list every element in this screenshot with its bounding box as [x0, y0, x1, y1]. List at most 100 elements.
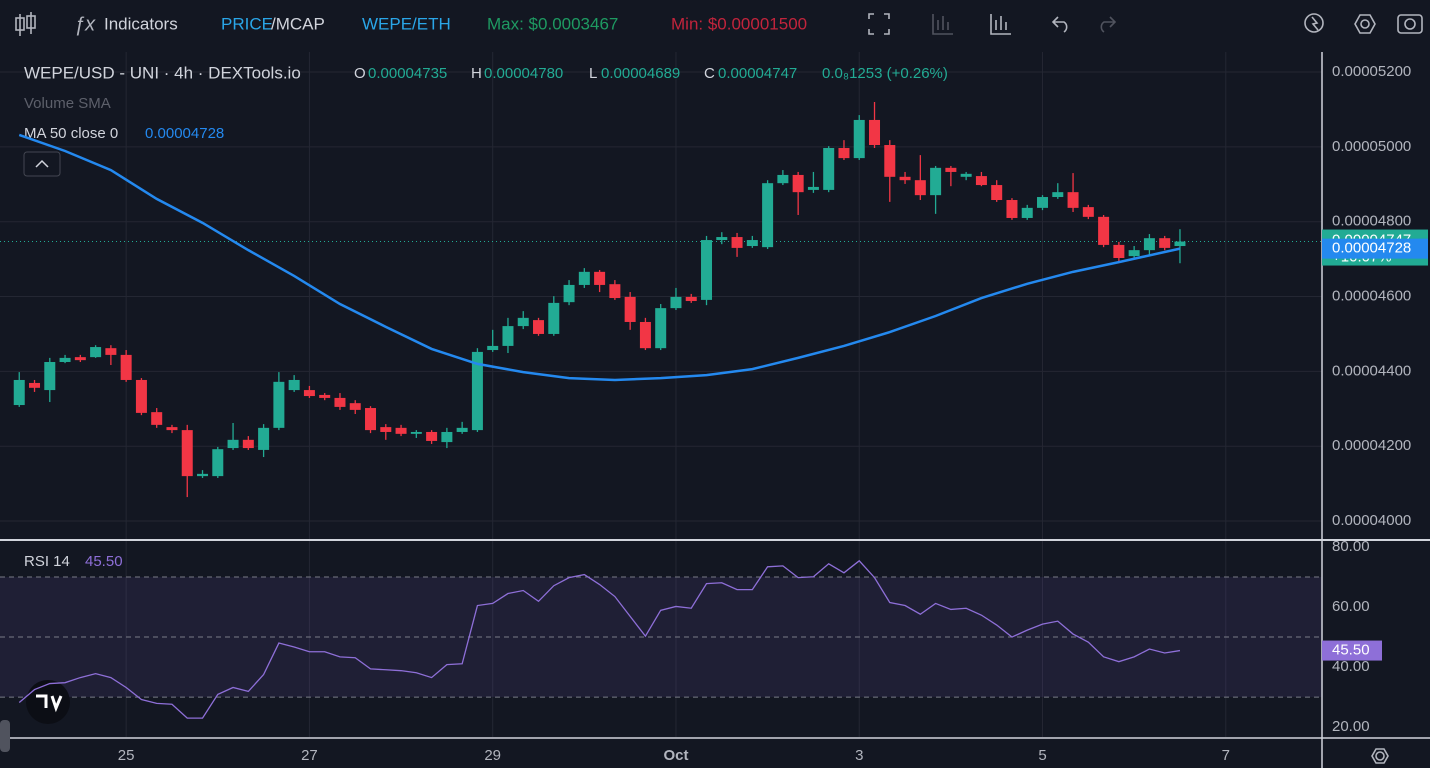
y-tick-label: 60.00	[1332, 598, 1370, 615]
ohlc-label: L	[589, 65, 597, 82]
candle-body	[319, 394, 331, 398]
candle-body	[1159, 238, 1171, 248]
y-tick-label: 20.00	[1332, 718, 1370, 735]
x-tick-label: 5	[1038, 747, 1046, 764]
candle-body	[991, 185, 1003, 201]
ma-line	[18, 133, 1181, 382]
candle-body	[655, 308, 667, 349]
candle-body	[930, 167, 942, 196]
candle-body	[945, 167, 957, 172]
ohlc-value: 0.00004735	[368, 65, 447, 82]
candle-body	[899, 176, 911, 181]
ohlc-value: 0.00004747	[718, 65, 797, 82]
candle-body	[792, 174, 804, 193]
rsi-line	[18, 559, 1181, 719]
collapse-button[interactable]	[23, 151, 61, 177]
candle-body	[1067, 192, 1079, 208]
candle-body	[1037, 197, 1049, 208]
candle-body	[166, 427, 178, 431]
pair-toggle[interactable]: WEPE/ETH	[362, 14, 451, 33]
candle-body	[762, 183, 774, 248]
candle-body	[701, 240, 713, 300]
candle-body	[502, 326, 514, 346]
indicators-button[interactable]: Indicators	[104, 14, 178, 33]
x-tick-label: 25	[118, 747, 135, 764]
change-label: 0.0₈1253 (+0.26%)	[822, 65, 948, 82]
y-tick-label: 40.00	[1332, 658, 1370, 675]
max-label: Max: $0.0003467	[487, 14, 618, 33]
rsi-tag-label: 45.50	[1332, 642, 1370, 659]
candle-body	[1128, 250, 1140, 257]
study-label: Volume SMA	[24, 95, 111, 112]
candle-body	[823, 148, 835, 190]
redo-button[interactable]	[1100, 16, 1117, 33]
candle-body	[273, 381, 285, 428]
candle-body	[807, 186, 819, 190]
candle-body	[670, 296, 682, 309]
chart-type-button[interactable]	[15, 12, 36, 36]
logo	[26, 680, 70, 724]
candle-body	[975, 176, 987, 186]
candle-body	[716, 237, 728, 241]
candle-body	[1174, 241, 1186, 247]
rsi-value: 45.50	[85, 553, 123, 570]
x-tick-label: 3	[855, 747, 863, 764]
candle-body	[90, 347, 102, 358]
candle-body	[288, 379, 300, 391]
candle-body	[578, 271, 590, 285]
ma-price-label: 0.00004728	[1332, 240, 1411, 257]
fullscreen-button[interactable]	[868, 13, 890, 35]
y-tick-label: 0.00005000	[1332, 138, 1411, 155]
fx-icon[interactable]: ƒx	[74, 13, 96, 35]
compare-button[interactable]	[932, 14, 953, 35]
candle-body	[334, 397, 346, 407]
candle-body	[13, 379, 25, 406]
candle-body	[410, 431, 422, 434]
candle-body	[1082, 207, 1094, 217]
candle-body	[487, 345, 499, 351]
candle-body	[1052, 192, 1064, 198]
settings-button[interactable]	[1354, 14, 1376, 34]
candle-body	[227, 439, 239, 449]
candle-body	[1006, 200, 1018, 218]
toolbar: ƒx Indicators PRICE /MCAP WEPE/ETH Max: …	[15, 12, 1423, 36]
candle-body	[548, 302, 560, 334]
mcap-toggle[interactable]: /MCAP	[271, 14, 325, 33]
candle-body	[212, 449, 224, 477]
snapshot-button[interactable]	[1397, 14, 1423, 34]
scroll-handle[interactable]	[0, 720, 10, 752]
candle-body	[1098, 216, 1110, 245]
bars-button[interactable]	[990, 14, 1011, 35]
candle-body	[869, 119, 881, 146]
candle-body	[59, 357, 71, 363]
y-tick-label: 0.00004400	[1332, 362, 1411, 379]
y-tick-label: 0.00004600	[1332, 288, 1411, 305]
candle-body	[1143, 238, 1155, 251]
undo-button[interactable]	[1051, 16, 1068, 33]
candle-body	[1113, 244, 1125, 259]
x-tick-label: 7	[1222, 747, 1230, 764]
candle-body	[349, 403, 361, 410]
y-tick-label: 0.00004800	[1332, 213, 1411, 230]
candle-body	[181, 430, 193, 477]
candle-body	[609, 284, 621, 299]
candle-body	[914, 180, 926, 196]
candle-body	[197, 473, 209, 477]
candle-body	[884, 145, 896, 177]
candle-body	[120, 354, 132, 380]
candle-body	[594, 271, 606, 285]
candle-body	[777, 174, 789, 184]
axis-settings-button[interactable]	[1371, 748, 1389, 764]
candle-body	[151, 412, 163, 425]
candle-body	[533, 320, 545, 334]
y-tick-label: 0.00005200	[1332, 63, 1411, 80]
price-toggle[interactable]: PRICE	[221, 14, 273, 33]
candle-body	[242, 439, 254, 449]
alert-button[interactable]	[1304, 13, 1324, 33]
candle-body	[365, 408, 377, 431]
candle-body	[426, 431, 438, 441]
candle-body	[258, 427, 270, 450]
candle-body	[74, 357, 86, 361]
